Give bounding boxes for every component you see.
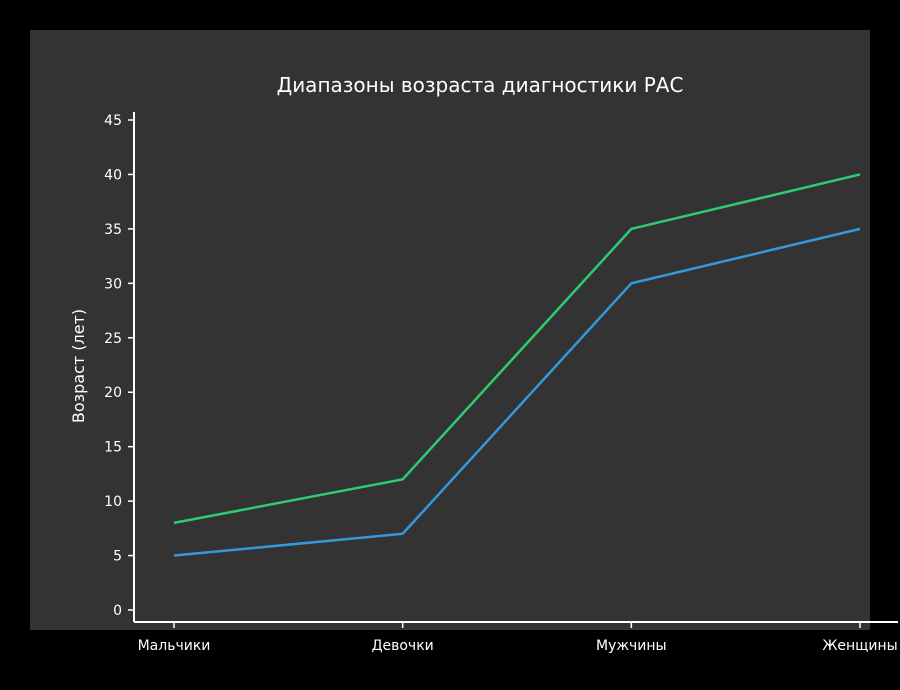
y-tick-label: 25 xyxy=(104,331,122,347)
y-tick-label: 45 xyxy=(104,113,122,129)
chart-panel: Диапазоны возраста диагностики РАС Возра… xyxy=(30,30,898,654)
y-tick-label: 0 xyxy=(113,603,122,619)
y-tick-label: 20 xyxy=(104,385,122,401)
series-layer xyxy=(173,173,861,557)
x-tick-label: Мужчины xyxy=(596,638,667,654)
x-tick-label: Мальчики xyxy=(138,638,211,654)
y-tick-label: 30 xyxy=(104,276,122,292)
y-axis-label: Возраст (лет) xyxy=(69,309,88,423)
y-tick-label: 40 xyxy=(104,167,122,183)
x-tick-label: Женщины xyxy=(822,638,897,654)
series-line-2 xyxy=(173,173,861,525)
y-tick-label: 5 xyxy=(113,549,122,565)
y-tick-label: 15 xyxy=(104,440,122,456)
x-tick-label: Девочки xyxy=(372,638,434,654)
y-tick-label: 35 xyxy=(104,222,122,238)
series-line-1 xyxy=(173,227,861,557)
y-tick-label: 10 xyxy=(104,494,122,510)
axes: 0 5 10 15 20 25 30 35 40 45 Мальчики Девочки Мужчины… xyxy=(104,112,898,654)
chart-title: Диапазоны возраста диагностики РАС xyxy=(277,73,684,97)
line-chart: Диапазоны возраста диагностики РАС Возра… xyxy=(69,73,898,654)
